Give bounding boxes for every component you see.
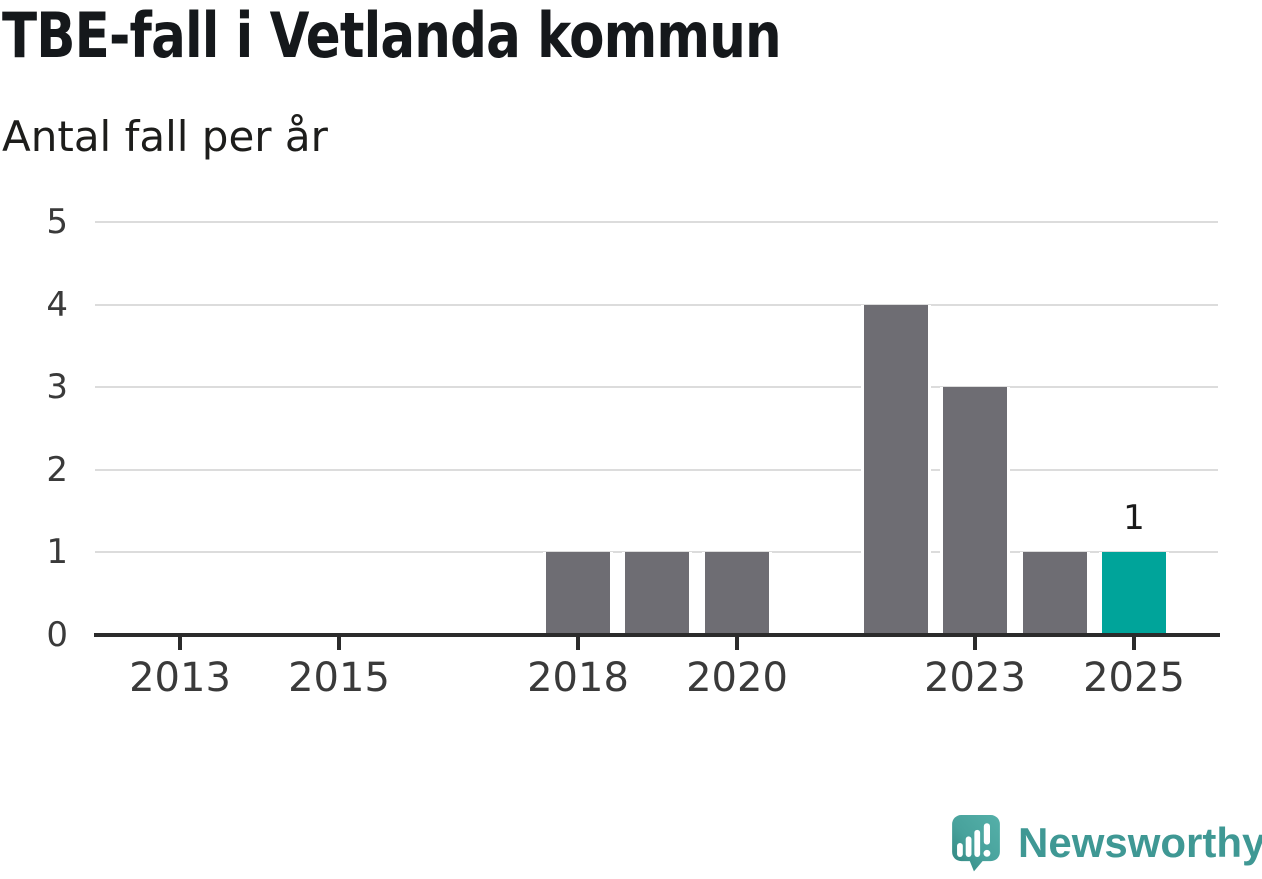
bar	[1023, 552, 1087, 633]
newsworthy-logo-text: Newsworthy	[1018, 819, 1262, 866]
y-tick-label: 1	[46, 532, 68, 572]
y-tick-label: 3	[46, 367, 68, 407]
bar	[546, 552, 610, 633]
x-axis-line	[94, 633, 1220, 637]
x-tick-label: 2015	[288, 655, 390, 701]
bar	[625, 552, 689, 633]
x-axis-tick	[973, 637, 977, 650]
x-tick-label: 2020	[686, 655, 788, 701]
gridline	[95, 469, 1218, 471]
x-axis-tick	[576, 637, 580, 650]
bar-value-label: 1	[1123, 498, 1145, 538]
x-tick-label: 2018	[527, 655, 629, 701]
y-tick-label: 2	[46, 450, 68, 490]
x-tick-label: 2023	[924, 655, 1026, 701]
bar	[705, 552, 769, 633]
y-tick-label: 5	[46, 202, 68, 242]
bar	[864, 305, 928, 633]
x-tick-label: 2025	[1083, 655, 1185, 701]
gridline	[95, 386, 1218, 388]
chart-title: TBE-fall i Vetlanda kommun	[2, 0, 782, 72]
y-tick-label: 0	[46, 615, 68, 655]
gridline	[95, 221, 1218, 223]
x-axis-tick	[735, 637, 739, 650]
newsworthy-logo: Newsworthy	[948, 812, 1262, 874]
bar-highlighted	[1102, 552, 1166, 633]
chart-subtitle: Antal fall per år	[2, 112, 328, 161]
bar	[943, 387, 1007, 633]
x-axis-tick	[337, 637, 341, 650]
x-tick-label: 2013	[129, 655, 231, 701]
gridline	[95, 304, 1218, 306]
x-axis-tick	[1132, 637, 1136, 650]
x-axis-tick	[178, 637, 182, 650]
newsworthy-speech-bubble-chart-icon	[952, 815, 1000, 872]
y-tick-label: 4	[46, 285, 68, 325]
